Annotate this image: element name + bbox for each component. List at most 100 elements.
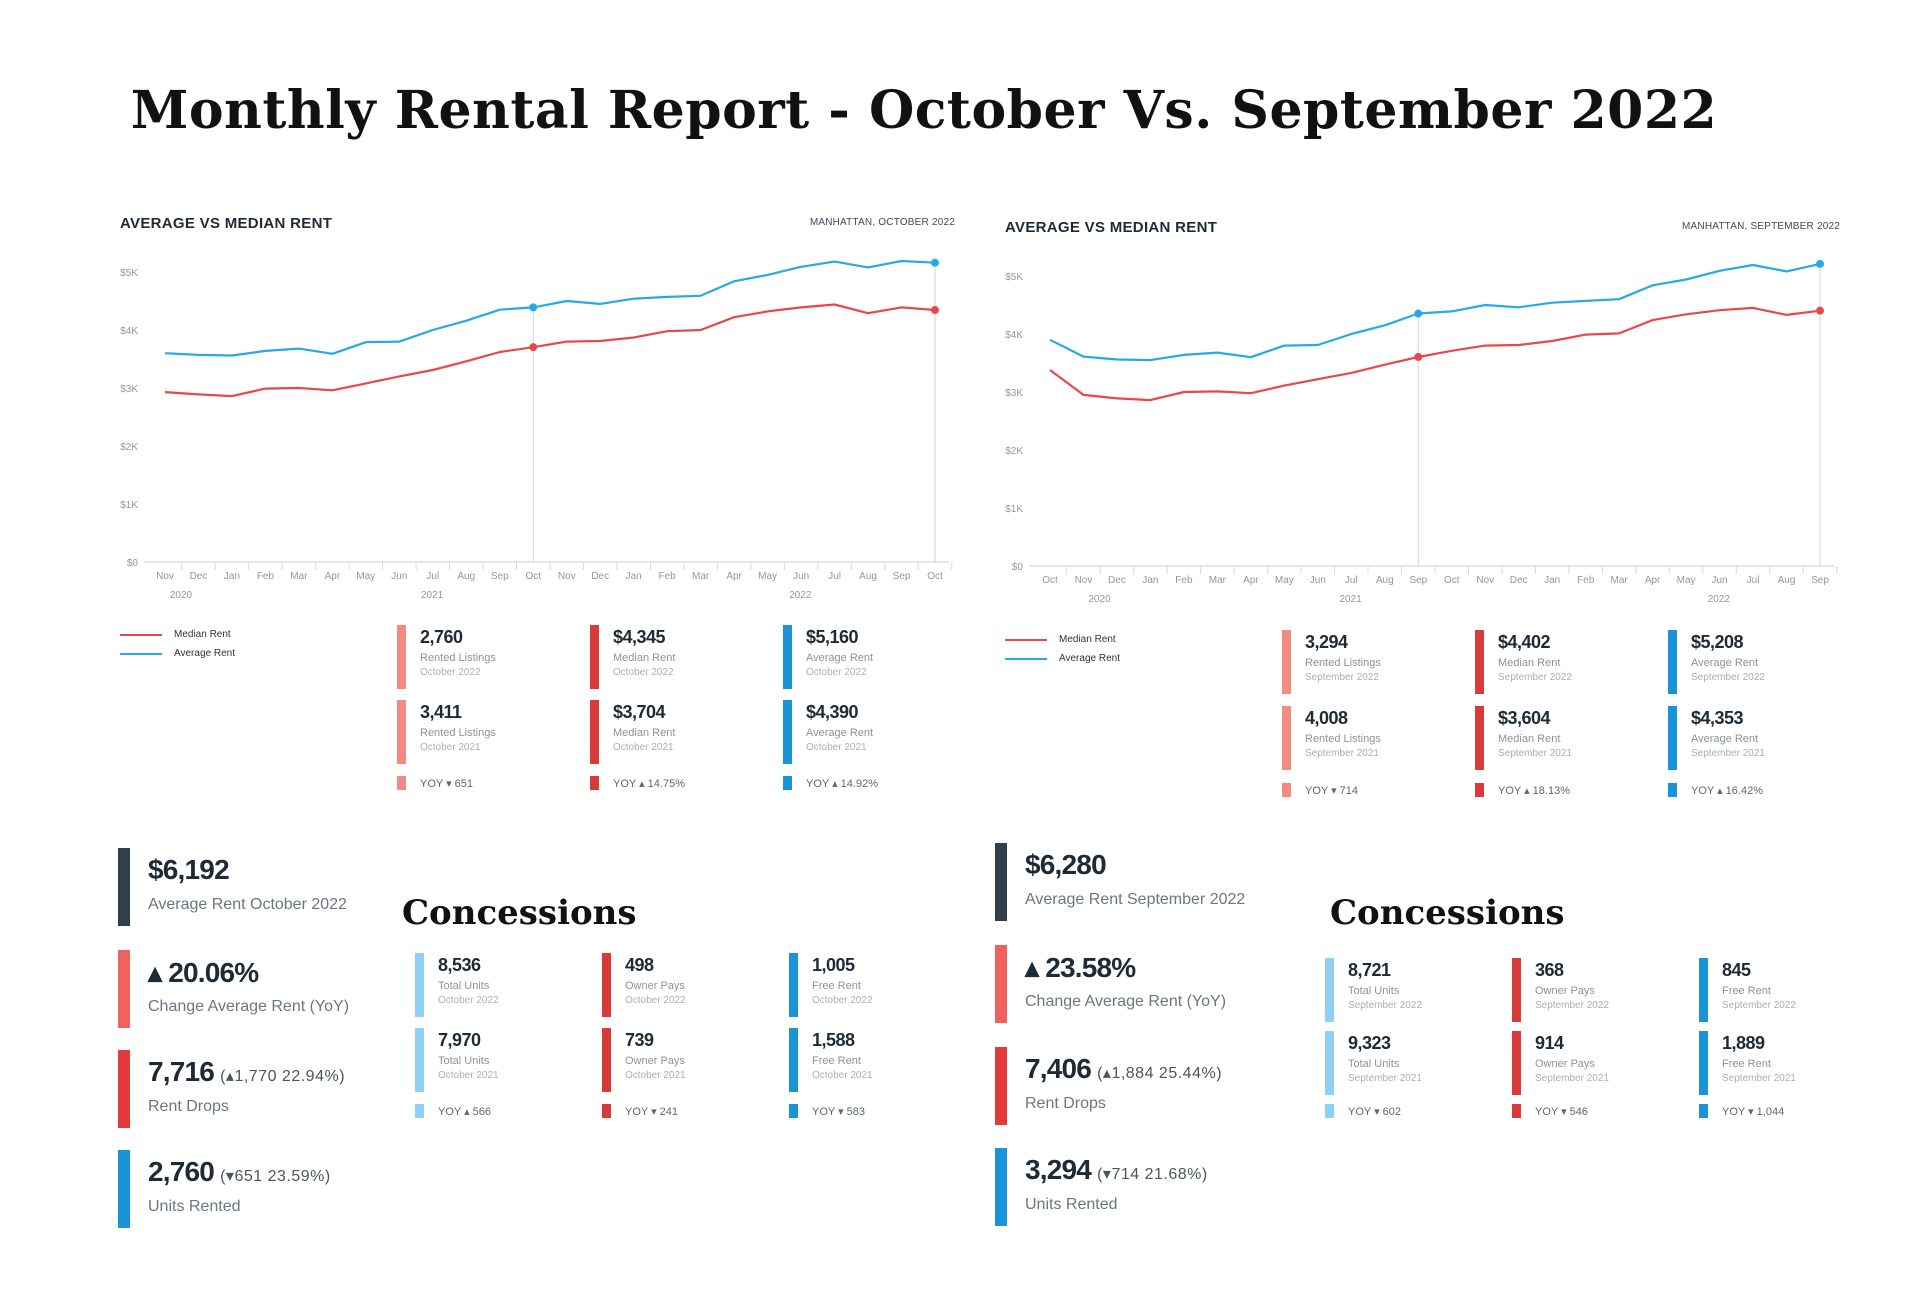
stat-value: 8,536 (438, 955, 481, 975)
y-tick-label: $1K (120, 500, 138, 511)
x-tick-label: Jan (224, 571, 240, 582)
stat-card: $5,160 Average Rent October 2022 (783, 625, 943, 689)
yoy-text: YOY ▴ 14.75% (613, 778, 685, 790)
stat-bar (1325, 958, 1334, 1022)
stat-bar (415, 953, 424, 1017)
x-tick-label: Feb (257, 571, 275, 582)
kpi-value: 3,294 (▾714 21.68%) (1025, 1154, 1208, 1186)
kpi-bar (118, 1050, 130, 1128)
kpi-label: Average Rent September 2022 (1025, 891, 1246, 908)
concession-stat: 914 Owner Pays September 2021 (1512, 1031, 1662, 1095)
x-tick-label: Jul (1345, 575, 1358, 586)
stat-value: 2,760 (420, 627, 463, 647)
yoy-text: YOY ▾ 241 (625, 1106, 679, 1118)
concession-stat: 7,970 Total Units October 2021 (415, 1028, 565, 1092)
stat-bar (397, 700, 406, 764)
stat-card: $3,704 Median Rent October 2021 (590, 700, 750, 764)
stat-bar (602, 953, 611, 1017)
x-tick-label: Oct (1042, 575, 1058, 586)
kpi-change: (▴1,770 22.94%) (220, 1068, 346, 1085)
x-tick-label: May (356, 571, 375, 582)
legend-average: Average Rent (120, 644, 235, 663)
stat-value: 8,721 (1348, 960, 1391, 980)
stat-bar (783, 625, 792, 689)
x-tick-label: Jun (1310, 575, 1326, 586)
legend-median-swatch (1005, 638, 1047, 641)
highlight-point (1414, 309, 1423, 318)
x-tick-label: Dec (591, 571, 609, 582)
y-tick-label: $1K (1005, 504, 1023, 515)
yoy-row: YOY ▾ 583 (789, 1103, 959, 1119)
legend-average-label: Average Rent (174, 648, 235, 659)
stat-card: $4,390 Average Rent October 2021 (783, 700, 943, 764)
legend-average-label: Average Rent (1059, 653, 1120, 664)
yoy-swatch (397, 776, 406, 790)
kpi-number: 3,294 (1025, 1154, 1092, 1185)
kpi-label: Change Average Rent (YoY) (1025, 993, 1227, 1010)
chart-title: AVERAGE VS MEDIAN RENT (1005, 219, 1218, 236)
x-tick-label: Jul (1747, 575, 1760, 586)
x-year-label: 2021 (1339, 594, 1362, 605)
stat-period: September 2022 (1722, 1000, 1796, 1011)
stat-label: Total Units (1348, 985, 1400, 997)
concessions-title: Concessions (402, 893, 637, 933)
x-tick-label: Mar (1209, 575, 1227, 586)
x-tick-label: Jul (426, 571, 439, 582)
stat-value: $5,208 (1691, 632, 1744, 652)
x-tick-label: Nov (1075, 575, 1093, 586)
stat-period: September 2021 (1498, 748, 1572, 759)
stat-label: Owner Pays (625, 1055, 685, 1067)
x-year-label: 2021 (421, 590, 444, 601)
x-tick-label: Nov (558, 571, 576, 582)
stat-bar (1475, 630, 1484, 694)
stat-label: Total Units (438, 1055, 490, 1067)
yoy-swatch (1512, 1104, 1521, 1118)
series-line (1049, 262, 1821, 362)
stat-period: October 2021 (812, 1070, 873, 1081)
highlight-point (529, 303, 538, 312)
highlight-point (931, 258, 939, 267)
kpi-label: Rent Drops (1025, 1095, 1106, 1112)
yoy-row: YOY ▾ 602 (1325, 1103, 1495, 1119)
concession-stat: 845 Free Rent September 2022 (1699, 958, 1849, 1022)
x-tick-label: May (758, 571, 777, 582)
yoy-swatch (1282, 783, 1291, 797)
concession-stat: 8,536 Total Units October 2022 (415, 953, 565, 1017)
yoy-row: YOY ▴ 566 (415, 1103, 585, 1119)
x-tick-label: Aug (457, 571, 475, 582)
x-tick-label: Jan (1544, 575, 1560, 586)
stat-card: 4,008 Rented Listings September 2021 (1282, 706, 1442, 770)
stat-label: Owner Pays (1535, 1058, 1595, 1070)
yoy-swatch (1668, 783, 1677, 797)
concessions-title: Concessions (1330, 893, 1565, 933)
kpi-label: Units Rented (1025, 1196, 1118, 1213)
legend-average: Average Rent (1005, 649, 1120, 668)
stat-label: Free Rent (812, 1055, 861, 1067)
x-tick-label: Sep (491, 571, 509, 582)
stat-label: Free Rent (1722, 985, 1771, 997)
yoy-text: YOY ▾ 714 (1305, 785, 1359, 797)
stat-label: Average Rent (1691, 657, 1759, 669)
yoy-text: YOY ▴ 566 (438, 1106, 492, 1118)
kpi-change: (▾651 23.59%) (220, 1168, 331, 1185)
stat-bar (1282, 630, 1291, 694)
stat-period: September 2021 (1305, 748, 1379, 759)
y-tick-label: $3K (120, 384, 138, 395)
legend-average-swatch (120, 652, 162, 655)
stat-bar (602, 1028, 611, 1092)
kpi-value: 2,760 (▾651 23.59%) (148, 1156, 331, 1188)
stat-period: September 2021 (1722, 1073, 1796, 1084)
x-tick-label: Aug (859, 571, 877, 582)
stat-value: 845 (1722, 960, 1751, 980)
stat-bar (590, 625, 599, 689)
y-tick-label: $5K (1005, 272, 1023, 283)
stat-label: Average Rent (1691, 733, 1759, 745)
stat-label: Total Units (1348, 1058, 1400, 1070)
stat-period: September 2021 (1348, 1073, 1422, 1084)
yoy-row: YOY ▾ 546 (1512, 1103, 1682, 1119)
concession-stat: 8,721 Total Units September 2022 (1325, 958, 1475, 1022)
highlight-point (529, 343, 538, 352)
stat-value: $4,402 (1498, 632, 1551, 652)
stat-bar (783, 700, 792, 764)
yoy-swatch (1699, 1104, 1708, 1118)
